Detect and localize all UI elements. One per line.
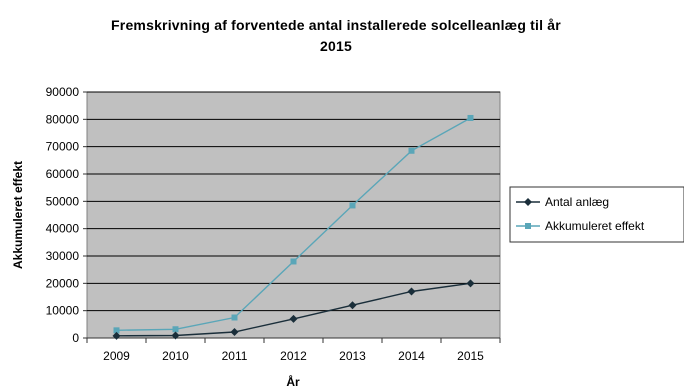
data-point (231, 314, 238, 321)
legend-label: Antal anlæg (545, 195, 609, 209)
series-layer (112, 114, 475, 340)
legend: Antal anlæg Akkumuleret effekt (509, 186, 684, 243)
x-tick-label: 2013 (339, 349, 366, 363)
x-axis-ticks: 2009 2010 2011 2012 2013 2014 2015 (86, 337, 501, 363)
series (113, 114, 474, 334)
series (112, 279, 475, 340)
data-point (348, 301, 357, 310)
data-point (113, 327, 120, 334)
data-point (525, 223, 531, 229)
data-point (172, 326, 179, 333)
x-axis-label: År (286, 374, 300, 389)
x-tick-label: 2010 (162, 349, 189, 363)
y-tick-label: 30000 (46, 249, 80, 263)
x-tick-label: 2009 (103, 349, 130, 363)
x-tick-label: 2011 (222, 349, 248, 363)
chart-title-line-1: Fremskrivning af forventede antal instal… (111, 17, 561, 33)
gridlines (87, 91, 500, 312)
y-tick-label: 20000 (46, 276, 80, 290)
legend-label: Akkumuleret effekt (545, 219, 645, 233)
y-axis-label: Akkumuleret effekt (11, 161, 25, 269)
y-tick-label: 10000 (46, 304, 80, 318)
y-axis-ticks: 0 10000 20000 30000 40000 50000 60000 70000 8000… (46, 85, 87, 345)
data-point (467, 114, 474, 121)
y-tick-label: 90000 (46, 85, 80, 99)
data-point (407, 287, 416, 296)
x-tick-label: 2012 (280, 349, 307, 363)
data-point (524, 198, 532, 206)
data-point (349, 202, 356, 209)
data-point (171, 331, 180, 340)
data-point (289, 314, 298, 323)
legend-entry: Antal anlæg (516, 195, 609, 209)
legend-box (509, 186, 684, 243)
y-tick-label: 50000 (46, 194, 80, 208)
y-tick-label: 80000 (46, 112, 80, 126)
data-point (408, 147, 415, 154)
data-point (290, 258, 297, 265)
legend-entry: Akkumuleret effekt (516, 219, 645, 233)
data-point (112, 331, 121, 340)
y-tick-label: 0 (72, 331, 79, 345)
y-tick-label: 40000 (46, 222, 80, 236)
plot-area (86, 91, 501, 339)
data-point (466, 279, 475, 288)
data-point (230, 327, 239, 336)
y-tick-label: 60000 (46, 167, 80, 181)
chart-title-line-2: 2015 (320, 38, 352, 54)
y-tick-label: 70000 (46, 140, 80, 154)
x-tick-label: 2015 (457, 349, 484, 363)
x-tick-label: 2014 (398, 349, 425, 363)
